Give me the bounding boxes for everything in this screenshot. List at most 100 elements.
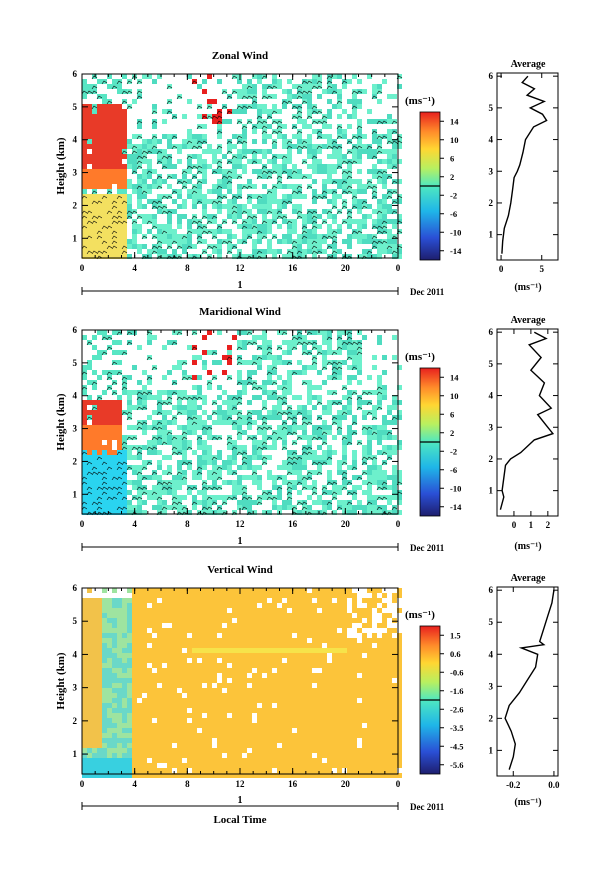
heatmap-cell xyxy=(342,174,347,179)
heatmap-cell xyxy=(107,239,112,244)
heatmap-cell xyxy=(147,588,152,593)
contour-mark xyxy=(261,491,268,496)
heatmap-cell xyxy=(177,440,182,445)
heatmap-cell xyxy=(117,648,122,653)
contour-mark xyxy=(361,200,368,205)
heatmap-cell xyxy=(287,648,292,653)
contour-mark xyxy=(91,381,98,386)
heatmap-cell xyxy=(132,244,137,249)
heatmap-cell xyxy=(97,613,102,618)
heatmap-cell xyxy=(117,179,122,184)
heatmap-cell xyxy=(102,99,107,104)
contour-mark xyxy=(91,471,98,476)
heatmap-cell xyxy=(97,179,102,184)
heatmap-cell xyxy=(307,618,312,623)
heatmap-cell xyxy=(247,224,252,229)
contour-mark xyxy=(146,446,153,451)
heatmap-cell xyxy=(387,154,392,159)
heatmap-cell xyxy=(267,194,272,199)
heatmap-cell xyxy=(337,350,342,355)
contour-mark xyxy=(126,411,133,416)
heatmap-cell xyxy=(192,505,197,510)
contour-mark xyxy=(326,80,333,85)
heatmap-cell xyxy=(292,603,297,608)
heatmap-cell xyxy=(137,663,142,668)
heatmap-cell xyxy=(112,370,117,375)
heatmap-cell xyxy=(202,598,207,603)
contour-mark xyxy=(386,140,393,145)
heatmap-cell xyxy=(322,164,327,169)
heatmap-cell xyxy=(157,460,162,465)
heatmap-cell xyxy=(192,628,197,633)
heatmap-cell xyxy=(377,643,382,648)
heatmap-cell xyxy=(102,633,107,638)
heatmap-cell xyxy=(257,159,262,164)
contour-mark xyxy=(291,245,298,250)
heatmap-cell xyxy=(92,179,97,184)
contour-mark xyxy=(241,461,248,466)
heatmap-cell xyxy=(82,79,87,84)
heatmap-cell xyxy=(92,618,97,623)
heatmap-cell xyxy=(182,445,187,450)
heatmap-cell xyxy=(242,648,247,653)
heatmap-cell xyxy=(342,673,347,678)
heatmap-cell xyxy=(132,608,137,613)
heatmap-cell xyxy=(272,475,277,480)
heatmap-cell xyxy=(302,668,307,673)
heatmap-cell xyxy=(287,350,292,355)
heatmap-cell xyxy=(302,194,307,199)
heatmap-cell xyxy=(107,254,112,259)
heatmap-cell xyxy=(112,628,117,633)
contour-mark xyxy=(311,195,318,200)
heatmap-cell xyxy=(302,673,307,678)
heatmap-cell xyxy=(142,608,147,613)
heatmap-cell xyxy=(342,405,347,410)
heatmap-cell xyxy=(372,365,377,370)
contour-mark xyxy=(261,170,268,175)
heatmap-cell xyxy=(207,623,212,628)
contour-mark xyxy=(106,496,113,501)
contour-mark xyxy=(311,341,318,346)
heatmap-cell xyxy=(272,410,277,415)
heatmap-cell xyxy=(297,460,302,465)
heatmap-cell xyxy=(237,445,242,450)
heatmap-cell xyxy=(377,380,382,385)
contour-mark xyxy=(121,220,128,225)
heatmap-cell xyxy=(262,598,267,603)
heatmap-cell xyxy=(352,593,357,598)
heatmap-cell xyxy=(107,450,112,455)
contour-mark xyxy=(121,245,128,250)
heatmap-cell xyxy=(352,648,357,653)
heatmap-cell xyxy=(257,149,262,154)
contour-mark xyxy=(111,205,118,210)
heatmap-cell xyxy=(392,355,397,360)
contour-mark xyxy=(321,491,328,496)
heatmap-cell xyxy=(187,405,192,410)
heatmap-cell xyxy=(152,169,157,174)
heatmap-cell xyxy=(102,119,107,124)
heatmap-cell xyxy=(307,603,312,608)
contour-mark xyxy=(131,436,138,441)
heatmap-cell xyxy=(107,505,112,510)
heatmap-cell xyxy=(97,465,102,470)
heatmap-cell xyxy=(222,179,227,184)
heatmap-cell xyxy=(277,375,282,380)
heatmap-cell xyxy=(177,663,182,668)
heatmap-cell xyxy=(352,603,357,608)
heatmap-cell xyxy=(157,229,162,234)
contour-mark xyxy=(151,436,158,441)
heatmap-cell xyxy=(142,460,147,465)
heatmap-cell xyxy=(192,375,197,380)
heatmap-cell xyxy=(232,254,237,259)
heatmap-cell xyxy=(217,249,222,254)
heatmap-cell xyxy=(117,169,122,174)
contour-mark xyxy=(376,240,383,245)
heatmap-cell xyxy=(307,505,312,510)
heatmap-cell xyxy=(92,174,97,179)
heatmap-cell xyxy=(317,613,322,618)
contour-mark xyxy=(136,496,143,501)
heatmap-cell xyxy=(217,189,222,194)
heatmap-cell xyxy=(242,234,247,239)
heatmap-cell xyxy=(122,174,127,179)
heatmap-cell xyxy=(187,623,192,628)
